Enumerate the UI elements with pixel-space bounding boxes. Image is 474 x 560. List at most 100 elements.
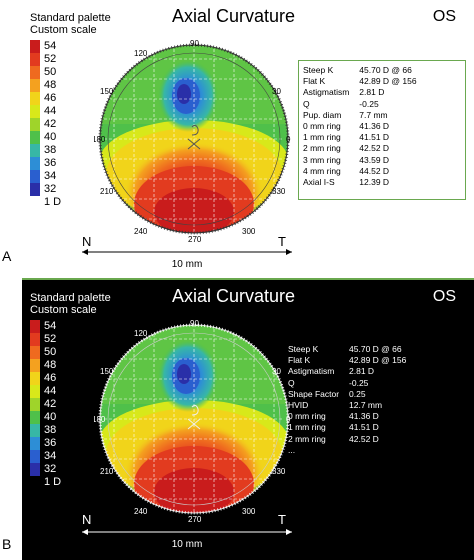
stat-row: Q -0.25 (288, 378, 416, 389)
scale-step: 54 (30, 320, 90, 333)
scale-step: 34 (30, 450, 90, 463)
scale-value: 50 (44, 66, 57, 78)
scale-swatch (30, 157, 40, 170)
scale-swatch (30, 450, 40, 463)
stat-label: Q (288, 377, 295, 388)
curvature-map-image: 90 120 150 30 180 0 210 330 240 300 270 (94, 39, 291, 244)
stat-label: Axial I-S (303, 177, 335, 188)
stat-label: 1 mm ring (288, 422, 326, 433)
scale-swatch (30, 53, 40, 66)
stat-label: 0 mm ring (303, 121, 341, 132)
scale-swatch (30, 118, 40, 131)
stat-value: -0.25 (359, 98, 379, 109)
scale-value: 48 (44, 359, 57, 371)
stat-row: ... (288, 445, 416, 456)
stat-value: 45.70 D @ 66 (359, 65, 412, 75)
scale-value: 38 (44, 424, 57, 436)
scale-step: 48 (30, 359, 90, 372)
scale-step: 52 (30, 333, 90, 346)
angle-330: 330 (272, 467, 286, 476)
scale-value: 42 (44, 118, 57, 130)
scale-value: 44 (44, 105, 57, 117)
scale-step: 36 (30, 157, 90, 170)
scale-swatch (30, 79, 40, 92)
stat-value (349, 445, 416, 456)
stat-row: 0 mm ring 41.36 D (303, 121, 427, 132)
stat-row: Pup. diam 7.7 mm (303, 110, 427, 121)
eye-label: OS (432, 8, 456, 25)
scale-value: 54 (44, 40, 57, 52)
stat-value: 0.25 (349, 388, 366, 399)
stat-value: 42.52 D (359, 143, 390, 154)
angle-120: 120 (134, 329, 148, 338)
angle-150: 150 (100, 87, 114, 96)
scale-swatch (30, 333, 40, 346)
map-title: Axial Curvature (172, 286, 296, 306)
scale-step: 40 (30, 131, 90, 144)
angle-300: 300 (242, 227, 256, 236)
scale-value: 54 (44, 320, 57, 332)
scale-value: 36 (44, 157, 57, 169)
angle-270: 270 (188, 235, 202, 244)
scale-swatch (30, 346, 40, 359)
stat-value: 41.51 D (349, 422, 379, 433)
angle-270: 270 (188, 515, 202, 524)
scale-value: 48 (44, 79, 57, 91)
distance-label: 10 mm (171, 539, 203, 550)
stat-value: 7.7 mm (359, 109, 388, 120)
stat-row: Q -0.25 (303, 99, 427, 110)
stat-value: 2.81 D (359, 87, 385, 98)
scale-step: 36 (30, 437, 90, 450)
angle-120: 120 (134, 49, 148, 58)
scale-value: 36 (44, 437, 57, 449)
stat-label: Shape Factor (288, 388, 340, 399)
stat-value: 41.36 D (359, 121, 390, 132)
scale-step: 38 (30, 424, 90, 437)
angle-210: 210 (100, 187, 114, 196)
scale-value: 40 (44, 411, 57, 423)
stat-label: 0 mm ring (288, 411, 326, 422)
scale-value: 32 (44, 183, 57, 195)
stat-label: 2 mm ring (303, 143, 341, 154)
scale-step: 46 (30, 372, 90, 385)
stat-row: HVID 12.7 mm (288, 400, 416, 411)
angle-210: 210 (100, 467, 114, 476)
stat-label: ... (288, 444, 296, 455)
scale-swatch (30, 372, 40, 385)
stat-value: 44.52 D (359, 165, 390, 176)
stat-label: HVID (288, 400, 309, 411)
corneal-map: 90 120 150 30 180 0 210 330 240 300 270 (94, 34, 294, 244)
scale-step: 54 (30, 40, 90, 53)
scale-step: 32 (30, 183, 90, 196)
scale-value: 1 D (44, 476, 62, 488)
topography-panel-b: Standard palette Custom scale Axial Curv… (22, 278, 474, 560)
corneal-map: 90 120 150 30 180 0 210 330 240 300 270 (94, 314, 294, 524)
palette-caption: Standard palette Custom scale (30, 12, 111, 36)
stat-row: Astigmatism 2.81 D (303, 87, 427, 98)
scale-swatch (30, 40, 40, 53)
scale-step: 42 (30, 398, 90, 411)
scale-swatch (30, 196, 40, 209)
stat-row: 2 mm ring 42.52 D (303, 143, 427, 154)
angle-330: 330 (272, 187, 286, 196)
stat-value: 42.89 D @ 156 (349, 355, 407, 366)
nasal-label: N (82, 512, 92, 527)
scale-step: 38 (30, 144, 90, 157)
angle-240: 240 (134, 227, 148, 236)
distance-label: 10 mm (171, 259, 203, 270)
scale-swatch (30, 424, 40, 437)
scale-value: 38 (44, 144, 57, 156)
stat-row: Flat K 42.89 D @ 156 (303, 76, 427, 87)
angle-30: 30 (272, 87, 281, 96)
scale-value: 1 D (44, 196, 62, 208)
stat-value: 12.39 D (359, 177, 390, 188)
topography-panel-a: Standard palette Custom scale Axial Curv… (22, 0, 474, 272)
angle-150: 150 (100, 367, 114, 376)
stat-row: 1 mm ring 41.51 D (288, 422, 416, 433)
stat-label: Astigmatism (303, 87, 350, 98)
scale-step: 44 (30, 105, 90, 118)
stat-value: 42.89 D @ 156 (359, 76, 417, 87)
angle-90: 90 (190, 39, 199, 48)
stat-value: 41.36 D (349, 411, 379, 422)
stat-row: Axial I-S 12.39 D (303, 177, 427, 188)
